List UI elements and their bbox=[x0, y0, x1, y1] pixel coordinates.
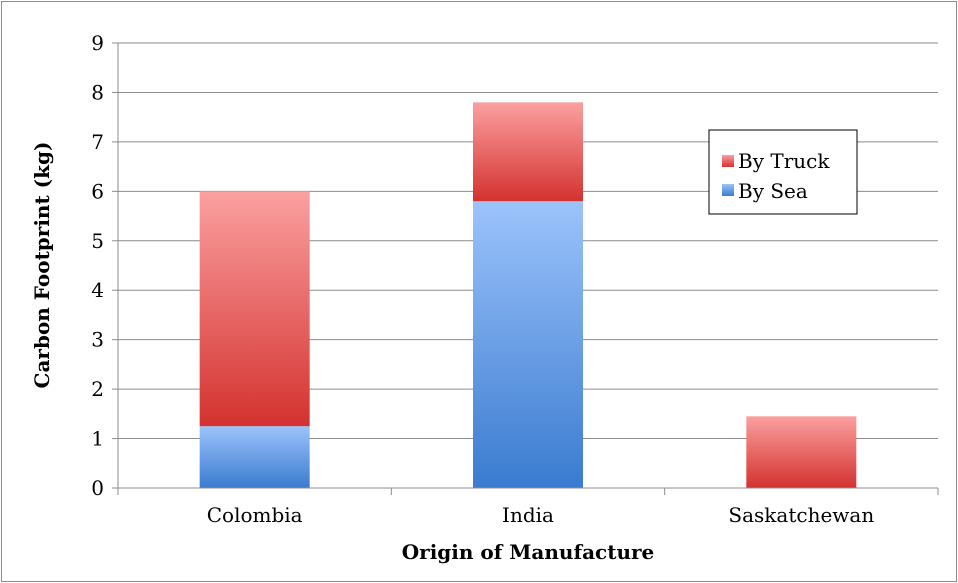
y-axis-ticks: 0 1 2 3 4 5 6 7 8 9 bbox=[91, 31, 118, 500]
y-tick-label: 4 bbox=[91, 278, 104, 302]
y-tick-label: 8 bbox=[91, 80, 104, 104]
bars bbox=[199, 102, 857, 488]
bar-by-truck-colombia bbox=[199, 191, 310, 427]
legend-swatch-sea bbox=[722, 184, 734, 196]
legend-box bbox=[708, 129, 858, 215]
x-tick-label: Saskatchewan bbox=[728, 503, 874, 527]
y-axis-title: Carbon Footprint (kg) bbox=[30, 142, 54, 389]
y-tick-label: 3 bbox=[91, 328, 104, 352]
y-tick-label: 1 bbox=[91, 427, 104, 451]
legend-swatch-truck bbox=[722, 155, 734, 167]
y-tick-label: 6 bbox=[91, 179, 104, 203]
legend-label-truck: By Truck bbox=[738, 149, 830, 173]
x-axis-title: Origin of Manufacture bbox=[402, 540, 655, 564]
legend: By Truck By Sea bbox=[708, 129, 858, 215]
y-tick-label: 5 bbox=[91, 229, 104, 253]
x-tick-label: Colombia bbox=[207, 503, 303, 527]
bar-by-sea-india bbox=[473, 201, 583, 488]
legend-label-sea: By Sea bbox=[738, 179, 808, 203]
bar-by-truck-india bbox=[473, 102, 583, 202]
y-tick-label: 9 bbox=[91, 31, 104, 55]
bar-by-truck-saskatchewan bbox=[746, 416, 857, 488]
x-tick-label: India bbox=[502, 503, 554, 527]
y-tick-label: 7 bbox=[91, 130, 104, 154]
x-axis-ticks: Colombia India Saskatchewan bbox=[117, 488, 939, 527]
y-tick-label: 0 bbox=[91, 476, 104, 500]
y-tick-label: 2 bbox=[91, 377, 104, 401]
bar-by-sea-colombia bbox=[199, 426, 310, 488]
